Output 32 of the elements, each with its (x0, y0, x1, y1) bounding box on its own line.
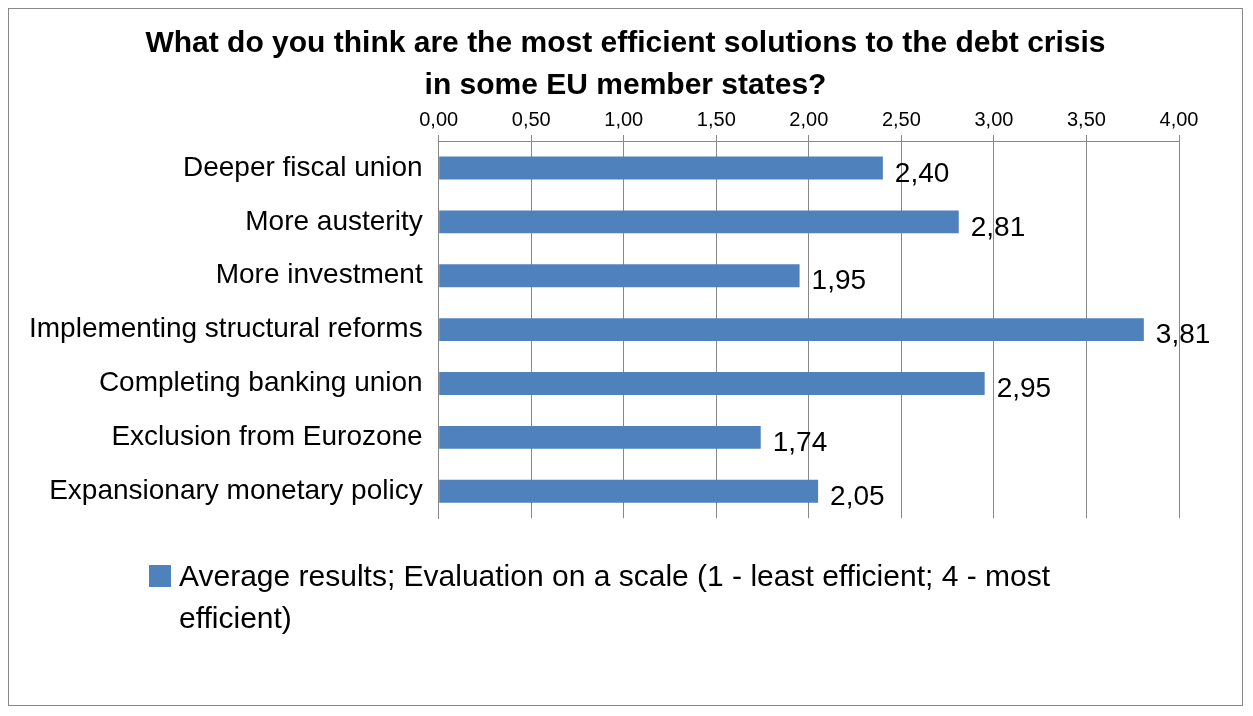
y-tick-label: Exclusion from Eurozone (111, 420, 423, 452)
y-tick-label: More investment (215, 258, 423, 290)
data-label: 1,74 (772, 426, 828, 458)
bar (439, 425, 761, 449)
x-tick-label: 3,50 (1066, 107, 1106, 130)
y-tick-label: Expansionary monetary policy (49, 473, 423, 505)
data-label: 2,95 (996, 372, 1052, 404)
y-tick-label: Deeper fiscal union (182, 150, 423, 182)
data-label: 2,81 (970, 210, 1026, 242)
data-label: 2,40 (894, 156, 950, 188)
bar (439, 264, 800, 288)
x-tick-label: 2,50 (881, 107, 921, 130)
x-tick-label: 0,00 (419, 107, 459, 130)
chart-title: What do you think are the most efficient solutions to the debt crisis in some EU member states? (144, 24, 1107, 102)
y-tick-label: More austerity (245, 204, 423, 236)
bar (439, 372, 985, 395)
bar (439, 479, 819, 503)
x-tick-label: 4,00 (1159, 107, 1199, 130)
data-label: 2,05 (830, 479, 885, 511)
y-tick-label: Implementing structural reforms (28, 312, 423, 344)
bar (439, 318, 1144, 342)
data-label: 1,95 (811, 264, 867, 296)
legend-label: Average results; Evaluation on a scale (1 - least efficient; 4 - most efficient) (179, 558, 1051, 636)
x-tick-label: 1,00 (604, 107, 644, 130)
bar (439, 210, 959, 234)
x-tick-label: 1,50 (696, 107, 736, 130)
bar (439, 156, 883, 180)
x-tick-label: 3,00 (974, 107, 1014, 130)
y-tick-label: Completing banking union (98, 366, 423, 398)
data-label: 3,81 (1155, 318, 1211, 350)
x-tick-label: 0,50 (511, 107, 551, 130)
x-tick-label: 2,00 (789, 107, 829, 130)
